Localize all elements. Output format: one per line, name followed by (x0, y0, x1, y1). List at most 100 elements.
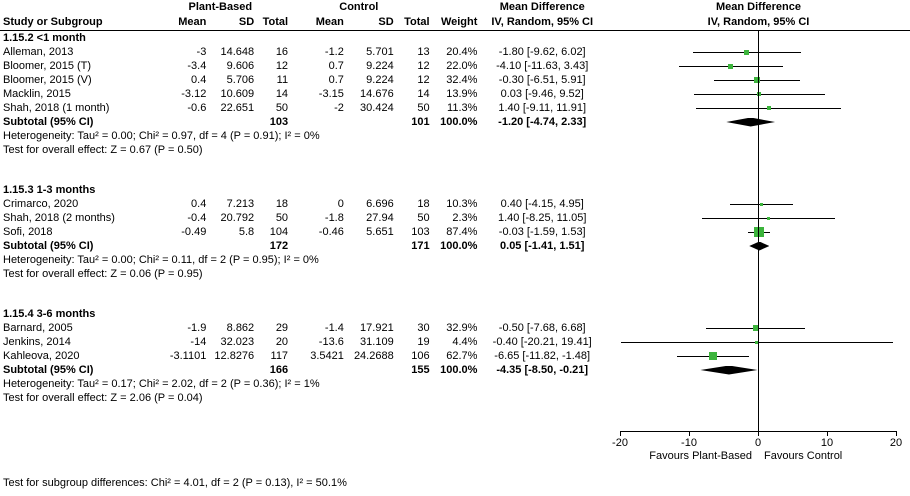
plant-mean: -3 (196, 46, 207, 58)
spacer (206, 239, 254, 253)
plant-total: 104 (269, 226, 289, 238)
plant-mean: -14 (190, 336, 207, 348)
study-weight: 32.9% (446, 322, 478, 334)
plant-based-group-label: Plant-Based (188, 1, 253, 13)
plant-total: 117 (270, 350, 289, 362)
control-total: 106 (411, 350, 430, 362)
study-ci-text: -0.30 [-6.51, 5.91] (498, 74, 586, 86)
section-gap (0, 405, 910, 431)
axis-tick-label: -10 (681, 437, 697, 449)
control-mean: -2 (334, 102, 344, 114)
control-mean-header: Mean (315, 16, 344, 28)
control-sd: 5.701 (366, 46, 394, 58)
subtotal-ci-text: -1.20 [-4.74, 2.33] (498, 116, 587, 128)
subtotal-ci-text: -4.35 [-8.50, -0.21] (496, 364, 589, 376)
group-header-row: Plant-Based Control Mean Difference Mean… (0, 0, 910, 15)
control-total: 18 (417, 198, 430, 210)
effect-square (760, 202, 764, 206)
control-total: 103 (411, 226, 430, 238)
plant-sd: 8.862 (226, 322, 255, 334)
subgroup-label: 1.15.4 3-6 months (3, 308, 96, 320)
control-sd: 9.224 (366, 60, 394, 72)
subtotal-weight: 100.0% (440, 364, 478, 376)
heterogeneity-text: Heterogeneity: Tau² = 0.00; Chi² = 0.97,… (3, 130, 320, 142)
study-weight: 10.3% (446, 198, 478, 210)
overall-effect-row: Test for overall effect: Z = 0.06 (P = 0… (0, 267, 910, 281)
plant-total: 16 (275, 46, 289, 58)
section-gap (0, 281, 910, 307)
spacer (0, 0, 153, 15)
study-row: Bloomer, 2015 (V) 0.4 5.706 11 0.7 9.224 12 32.… (0, 73, 910, 87)
study-weight: 22.0% (446, 60, 478, 72)
control-total-header: Total (404, 16, 430, 28)
subtotal-ci-text: 0.05 [-1.41, 1.51] (500, 240, 585, 252)
study-row: Shah, 2018 (2 months) -0.4 20.792 50 -1.8 27.… (0, 211, 910, 225)
axis-tick-label: 10 (820, 437, 834, 449)
weight-header: Weight (440, 16, 478, 28)
axis-area: -20 -10 0 10 20 Favours Plant-Based Favours … (0, 431, 910, 463)
overall-effect-text: Test for overall effect: Z = 2.06 (P = 0… (3, 392, 203, 404)
subtotal-row: Subtotal (95% CI) 172 171 100.0% 0.05 [-1.41… (0, 239, 910, 253)
control-sd: 27.94 (366, 212, 394, 224)
study-name: Barnard, 2005 (3, 322, 73, 334)
control-mean: 0 (337, 198, 344, 210)
plant-sd: 9.606 (226, 60, 255, 72)
overall-effect-row: Test for overall effect: Z = 0.67 (P = 0… (0, 143, 910, 157)
study-name: Macklin, 2015 (3, 88, 71, 100)
plot-cell (607, 349, 910, 363)
subgroup-differences-test: Test for subgroup differences: Chi² = 4.… (3, 477, 347, 489)
subtotal-weight: 100.0% (440, 240, 478, 252)
overall-effect-row: Test for overall effect: Z = 2.06 (P = 0… (0, 391, 910, 405)
spacer (153, 363, 207, 377)
mean-difference-text-title: Mean Difference (499, 1, 585, 13)
plot-cell (607, 45, 910, 59)
spacer (153, 239, 207, 253)
study-ci-text: 0.03 [-9.46, 9.52] (500, 88, 584, 100)
favours-control-label: Favours Control (764, 450, 843, 462)
study-weight: 87.4% (446, 226, 478, 238)
study-ci-text: -6.65 [-11.82, -1.48] (494, 350, 591, 362)
subgroup-label: 1.15.3 1-3 months (3, 184, 96, 196)
subtotal-diamond (726, 117, 776, 127)
study-row: Alleman, 2013 -3 14.648 16 -1.2 5.701 13 20.4% -… (0, 45, 910, 59)
study-row: Macklin, 2015 -3.12 10.609 14 -3.15 14.676 14 1… (0, 87, 910, 101)
plant-subtotal-total: 172 (269, 240, 289, 252)
plant-sd-header: SD (238, 16, 255, 28)
plant-sd: 12.8276 (214, 350, 255, 362)
plant-mean: -0.4 (187, 212, 207, 224)
control-sd-header: SD (378, 16, 394, 28)
control-mean: -1.8 (324, 212, 344, 224)
subgroup-label: 1.15.2 <1 month (3, 32, 86, 44)
effect-square (766, 106, 771, 110)
plant-total: 11 (276, 74, 289, 86)
axis-tick (689, 431, 690, 436)
plant-mean: -3.4 (187, 60, 207, 72)
mean-difference-plot-title: Mean Difference (716, 1, 801, 13)
axis-tick-label: 20 (889, 437, 903, 449)
plant-sd: 5.706 (226, 74, 255, 86)
plot-cell (607, 73, 910, 87)
heterogeneity-row: Heterogeneity: Tau² = 0.00; Chi² = 0.97,… (0, 129, 910, 143)
control-total: 50 (417, 212, 430, 224)
overall-effect-text: Test for overall effect: Z = 0.06 (P = 0… (3, 268, 203, 280)
plant-mean: 0.4 (191, 74, 207, 86)
column-header-row: Study or Subgroup Mean SD Total Mean SD … (0, 15, 910, 31)
plant-total: 20 (275, 336, 289, 348)
control-mean: -0.46 (318, 226, 344, 238)
control-sd: 14.676 (360, 88, 394, 100)
control-mean: -13.6 (318, 336, 344, 348)
control-total: 14 (417, 88, 430, 100)
plant-sd: 20.792 (220, 212, 255, 224)
effect-square (757, 92, 762, 96)
section-gap (0, 157, 910, 183)
overall-effect-text: Test for overall effect: Z = 0.67 (P = 0… (3, 144, 203, 156)
spacer (206, 115, 254, 129)
plant-total: 14 (275, 88, 289, 100)
subgroup-label-row: 1.15.4 3-6 months (0, 307, 910, 321)
study-weight: 4.4% (452, 336, 478, 348)
axis-tick (620, 431, 621, 436)
plot-cell (607, 87, 910, 101)
control-total: 12 (417, 60, 430, 72)
control-total: 13 (417, 46, 430, 58)
study-ci-text: -0.40 [-20.21, 19.41] (492, 336, 592, 348)
